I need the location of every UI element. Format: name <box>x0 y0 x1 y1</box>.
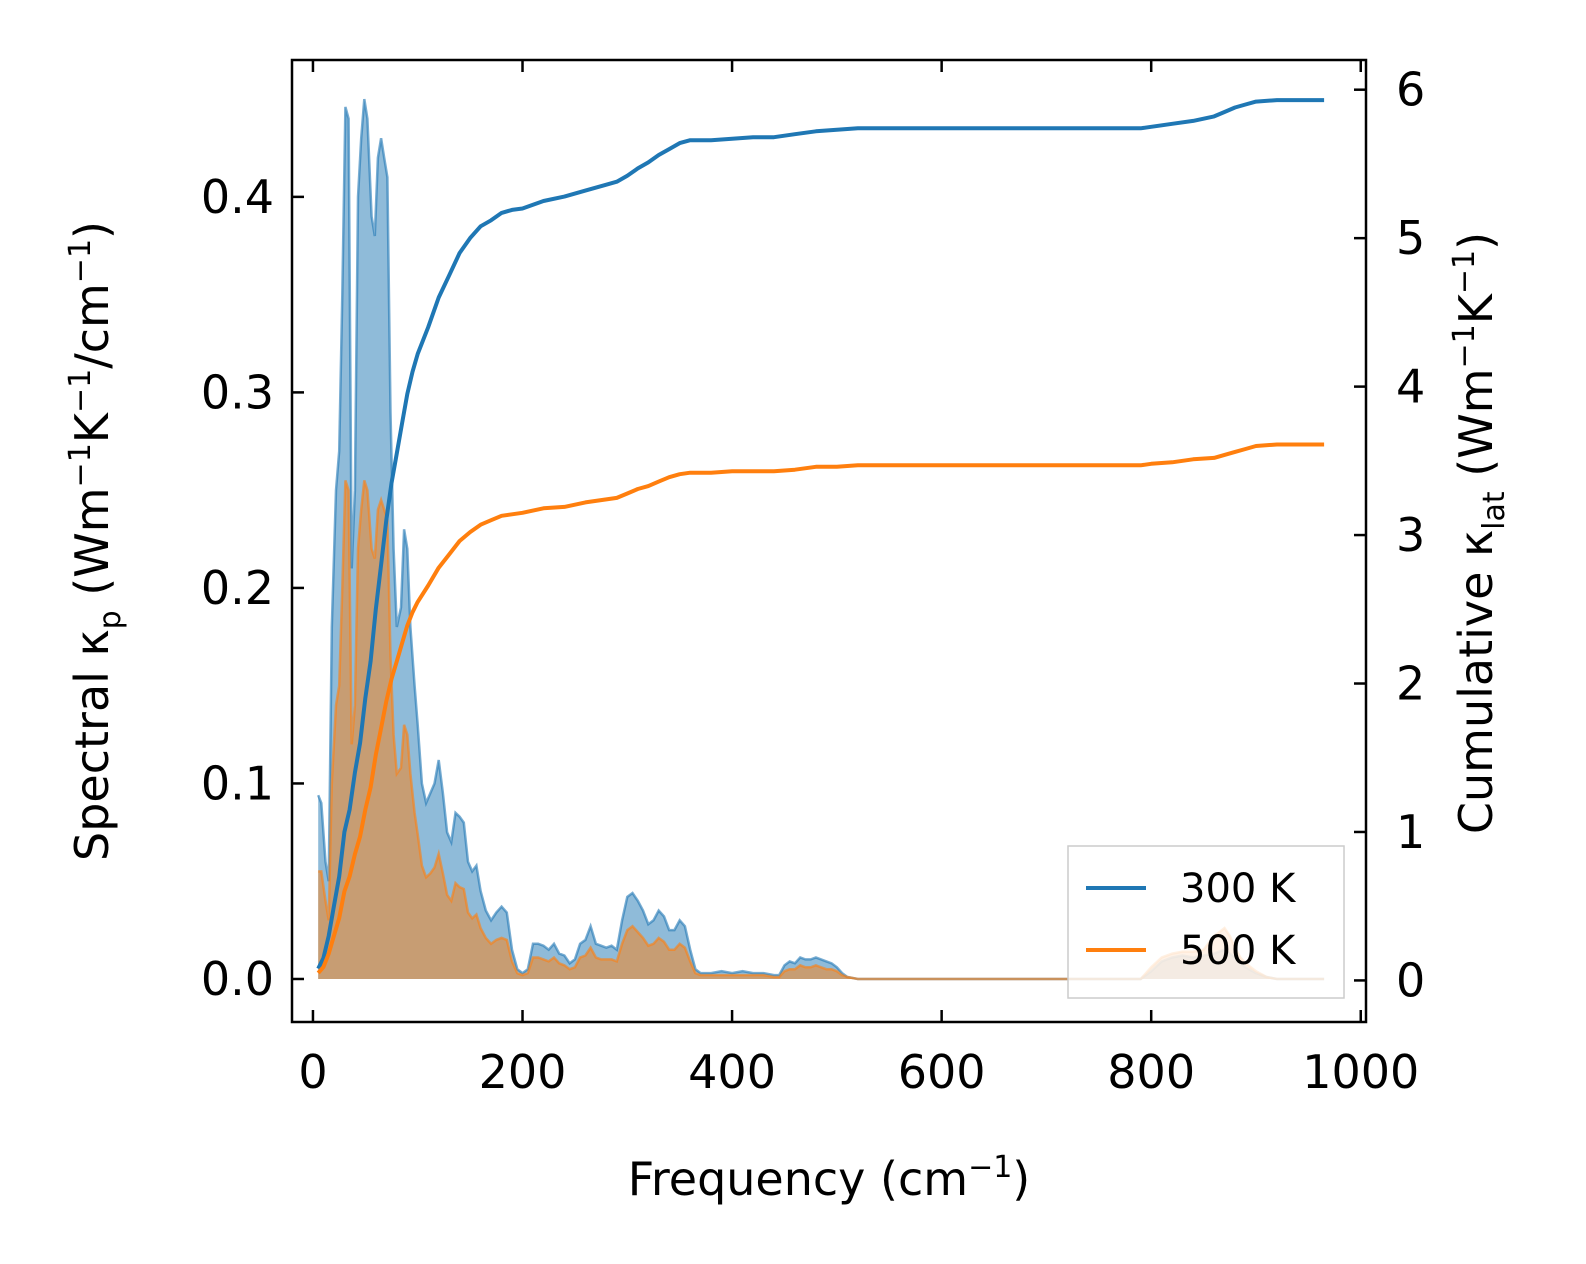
y-left-tick-label: 0.2 <box>201 561 274 615</box>
y-left-tick-label: 0.4 <box>201 170 274 224</box>
x-tick-label: 200 <box>479 1045 567 1099</box>
y-left-unit-d: ) <box>65 221 119 239</box>
y-right-tick-label: 0 <box>1396 953 1425 1007</box>
x-axis-label: Frequency (cm−1) <box>628 1150 1031 1206</box>
x-tick-label: 0 <box>298 1045 327 1099</box>
y-right-unit-b: K <box>1449 292 1503 324</box>
x-axis-label-sup: −1 <box>968 1150 1012 1185</box>
y-right-tick-label: 5 <box>1396 211 1425 265</box>
y-left-sub-p: p <box>93 610 128 629</box>
y-right-tick-label: 4 <box>1396 360 1425 414</box>
y-left-sup-1: −1 <box>63 443 98 487</box>
y-left-sup-2: −1 <box>63 369 98 413</box>
y-axis-right-label: Cumulative κlat (Wm−1K−1) <box>1447 232 1512 834</box>
legend-label-500k: 500 K <box>1180 928 1297 974</box>
spectral-edge-500k <box>318 480 1325 981</box>
legend-label-300k: 300 K <box>1180 866 1297 912</box>
y-left-tick-label: 0.0 <box>201 952 274 1006</box>
x-tick-label: 600 <box>898 1045 986 1099</box>
y-right-tick-label: 1 <box>1396 805 1425 859</box>
y-axis-left-label: Spectral κp (Wm−1K−1/cm−1) <box>63 221 128 861</box>
y-right-unit-c: ) <box>1449 232 1503 250</box>
cumulative-line-500k <box>316 442 1325 975</box>
cumulative-lines <box>316 98 1325 975</box>
cumulative-line-300k <box>316 98 1325 970</box>
y-right-sub-lat: lat <box>1477 491 1512 530</box>
y-right-unit-a: (Wm <box>1449 368 1503 491</box>
y-right-tick-label: 6 <box>1396 63 1425 117</box>
y-right-sup-1: −1 <box>1447 324 1482 368</box>
y-left-sup-3: −1 <box>63 239 98 283</box>
x-tick-label: 1000 <box>1302 1045 1419 1099</box>
y-left-unit-b: K <box>65 411 119 443</box>
y-left-tick-label: 0.1 <box>201 756 274 810</box>
legend-box <box>1067 845 1345 999</box>
plot-frame <box>290 58 1368 1024</box>
axis-ticks: 0 200 400 600 800 1000 0.0 0.1 0.2 0.3 0.4 0 1 2 3 4 5 6 <box>201 60 1425 1099</box>
y-right-sup-2: −1 <box>1447 250 1482 294</box>
y-right-tick-label: 2 <box>1396 657 1425 711</box>
x-tick-label: 400 <box>688 1045 776 1099</box>
y-left-tick-label: 0.3 <box>201 365 274 419</box>
y-left-unit-c: /cm <box>65 283 119 369</box>
y-left-unit-a: (Wm <box>65 487 119 610</box>
legend: 300 K 500 K <box>1067 845 1345 999</box>
x-tick-label: 800 <box>1107 1045 1195 1099</box>
x-axis-label-close: ) <box>1012 1152 1030 1206</box>
y-right-tick-label: 3 <box>1396 508 1425 562</box>
